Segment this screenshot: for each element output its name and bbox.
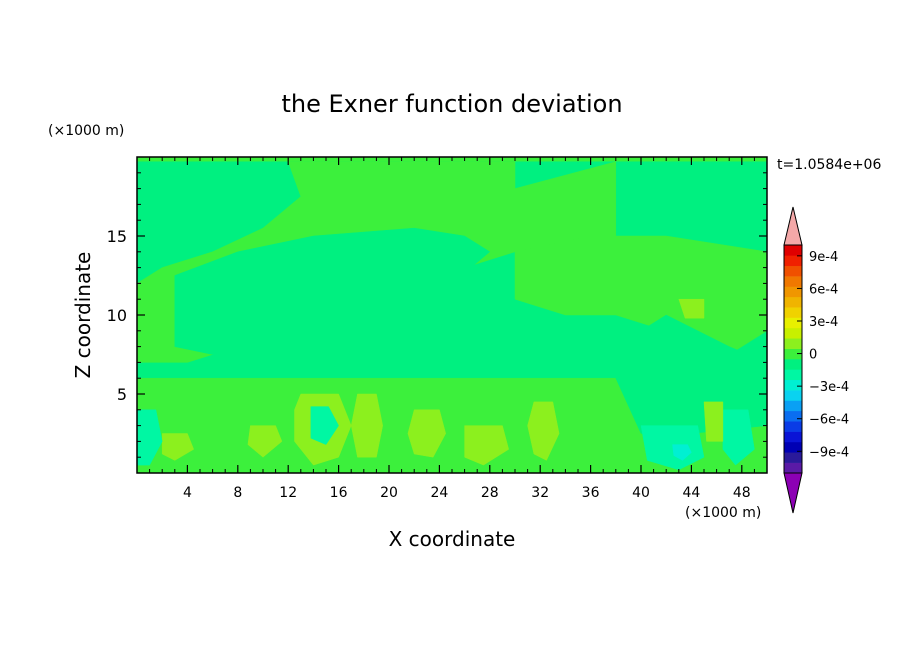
colorbar-segment (784, 255, 802, 267)
contour-region-19 (678, 298, 705, 319)
colorbar-under-arrow (783, 472, 803, 514)
contour-region-18 (703, 401, 724, 442)
contour-region-5 (137, 377, 767, 473)
contour-region-17 (722, 409, 755, 466)
x-tick-label: 28 (481, 485, 499, 501)
x-tick-label: 20 (380, 485, 398, 501)
x-tick-label: 8 (233, 485, 242, 501)
colorbar-segment (784, 307, 802, 318)
colorbar-over-arrow (783, 206, 803, 246)
colorbar-tick-label: −9e-4 (809, 445, 849, 460)
y-ticks: 5 10 15 (107, 172, 767, 458)
x-tick-label: 44 (682, 485, 700, 501)
colorbar-tick-label: −3e-4 (809, 380, 849, 395)
x-tick-label: 24 (430, 485, 448, 501)
colorbar-tick-label: 9e-4 (809, 250, 838, 265)
contour-region-13 (161, 433, 194, 461)
colorbar-segment (784, 359, 802, 370)
contour-region-3 (174, 227, 491, 355)
colorbar-segment (784, 379, 802, 391)
x-tick-label: 40 (632, 485, 650, 501)
colorbar-segment (784, 245, 802, 256)
colorbar-segment (784, 410, 802, 422)
y-tick-label: 10 (107, 306, 127, 325)
colorbar-segment (784, 338, 802, 349)
colorbar-segment (784, 400, 802, 412)
contour-field (137, 157, 767, 473)
contour-region-14 (247, 425, 283, 458)
contour-region-8 (310, 406, 339, 445)
colorbar-segment (784, 317, 802, 329)
y-axis-unit: (×1000 m) (48, 123, 124, 139)
colorbar-segment (784, 452, 802, 463)
colorbar-segment (784, 390, 802, 401)
time-label: t=1.0584e+06 (777, 157, 881, 173)
colorbar-tick-label: 6e-4 (809, 282, 838, 297)
colorbar-frame (783, 244, 803, 474)
colorbar: 9e-4 6e-4 3e-4 0 −3e-4 −6e-4 −9e-4 (783, 206, 849, 514)
x-tick-label: 4 (183, 485, 192, 501)
y-tick-label: 15 (107, 227, 127, 246)
contour-region-9 (350, 393, 383, 458)
colorbar-segment (784, 296, 802, 308)
contour-region-10 (407, 409, 446, 458)
x-tick-label: 36 (582, 485, 600, 501)
contour-region-20 (137, 409, 163, 466)
colorbar-segment (784, 421, 802, 432)
x-axis-label: X coordinate (389, 527, 516, 551)
contour-region-12 (527, 401, 560, 461)
colorbar-tick-label: 3e-4 (809, 315, 838, 330)
contour-region-15 (640, 425, 705, 471)
colorbar-segment (784, 327, 802, 339)
colorbar-segment (784, 286, 802, 298)
x-axis-unit: (×1000 m) (685, 505, 761, 521)
colorbar-tick-label: −6e-4 (809, 413, 849, 428)
colorbar-segment (784, 265, 802, 277)
colorbar-segment (784, 431, 802, 443)
x-tick-label: 48 (733, 485, 751, 501)
y-tick-label: 5 (117, 385, 127, 404)
colorbar-segment (784, 441, 802, 453)
colorbar-segment (784, 462, 802, 474)
x-tick-label: 16 (330, 485, 348, 501)
x-ticks: 4 8 12 16 20 24 28 32 36 40 44 48 (149, 157, 755, 501)
colorbar-segment (784, 369, 802, 381)
colorbar-segment (784, 348, 802, 360)
colorbar-tick-label: 0 (809, 348, 817, 363)
colorbar-segment (784, 276, 802, 287)
chart-title: the Exner function deviation (281, 90, 622, 118)
x-tick-label: 12 (279, 485, 297, 501)
x-tick-label: 32 (531, 485, 549, 501)
contour-region-11 (464, 425, 509, 466)
y-axis-label: Z coordinate (71, 252, 95, 379)
contour-region-16 (672, 444, 692, 461)
